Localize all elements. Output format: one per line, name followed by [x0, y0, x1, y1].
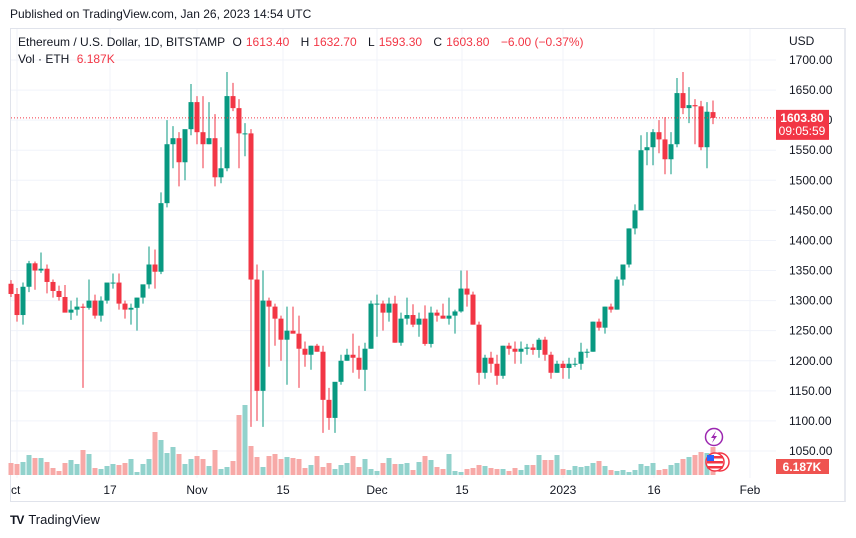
footer-brand[interactable]: TV TradingView: [10, 512, 100, 527]
low-label: L: [368, 35, 375, 49]
price-tick: 1650.00: [789, 83, 833, 97]
candles: [8, 72, 716, 433]
price-tick: 1550.00: [789, 143, 833, 157]
price-tick: 1250.00: [789, 324, 833, 338]
chart-frame: [10, 28, 846, 502]
lightning-event-icon: [704, 427, 724, 447]
published-note: Published on TradingView.com, Jan 26, 20…: [10, 7, 312, 21]
time-tick: 17: [103, 483, 117, 497]
price-tick: 1200.00: [789, 354, 833, 368]
last-price-badge: [776, 109, 829, 140]
close-label: C: [433, 35, 443, 49]
time-tick: 2023: [550, 483, 577, 497]
price-tick: 1500.00: [789, 173, 833, 187]
volume-bars: [8, 405, 716, 475]
legend-volume-row: Vol · ETH 6.187K: [18, 51, 588, 68]
time-tick: Feb: [740, 483, 761, 497]
tradingview-logo-icon: TV: [10, 512, 24, 527]
chart-legend: Ethereum / U.S. Dollar, 1D, BITSTAMP O 16…: [18, 34, 588, 68]
price-tick: 1700.00: [789, 53, 833, 67]
price-tick: 1100.00: [789, 414, 832, 428]
svg-text:1603.80: 1603.80: [780, 111, 824, 125]
change-value: −6.00 (−0.37%): [500, 35, 584, 49]
time-axis: ct 17 Nov 15 Dec 15 2023 16 Feb: [11, 483, 761, 497]
open-label: O: [232, 35, 242, 49]
time-tick: 15: [455, 483, 469, 497]
currency-label: USD: [789, 34, 815, 48]
price-tick: 1300.00: [789, 294, 833, 308]
brand-name: TradingView: [28, 512, 100, 527]
symbol-title[interactable]: Ethereum / U.S. Dollar, 1D, BITSTAMP: [18, 35, 226, 49]
legend-ohlc-row: Ethereum / U.S. Dollar, 1D, BITSTAMP O 16…: [18, 34, 588, 51]
price-tick: 1150.00: [789, 384, 832, 398]
price-tick: 1350.00: [789, 264, 833, 278]
svg-text:6.187K: 6.187K: [783, 460, 822, 474]
volume-badge: [776, 459, 829, 474]
time-tick: ct: [11, 483, 21, 497]
price-axis: 1700.001650.001600.001550.001500.001450.…: [776, 34, 833, 474]
svg-text:09:05:59: 09:05:59: [779, 124, 826, 138]
volume-label[interactable]: Vol · ETH: [18, 52, 70, 66]
price-tick: 1400.00: [789, 233, 833, 247]
high-label: H: [300, 35, 310, 49]
price-tick: 1450.00: [789, 203, 833, 217]
time-tick: 16: [647, 483, 661, 497]
us-flag-event-icon: [705, 452, 730, 472]
time-tick: Dec: [366, 483, 387, 497]
open-value: 1613.40: [245, 35, 290, 49]
events-icons: [704, 427, 730, 472]
grid-lines: [11, 29, 776, 478]
time-tick: Nov: [186, 483, 207, 497]
price-tick: 1050.00: [789, 444, 833, 458]
volume-value: 6.187K: [76, 52, 115, 66]
close-value: 1603.80: [446, 35, 490, 49]
time-tick: 15: [276, 483, 290, 497]
high-value: 1632.70: [313, 35, 357, 49]
low-value: 1593.30: [378, 35, 423, 49]
